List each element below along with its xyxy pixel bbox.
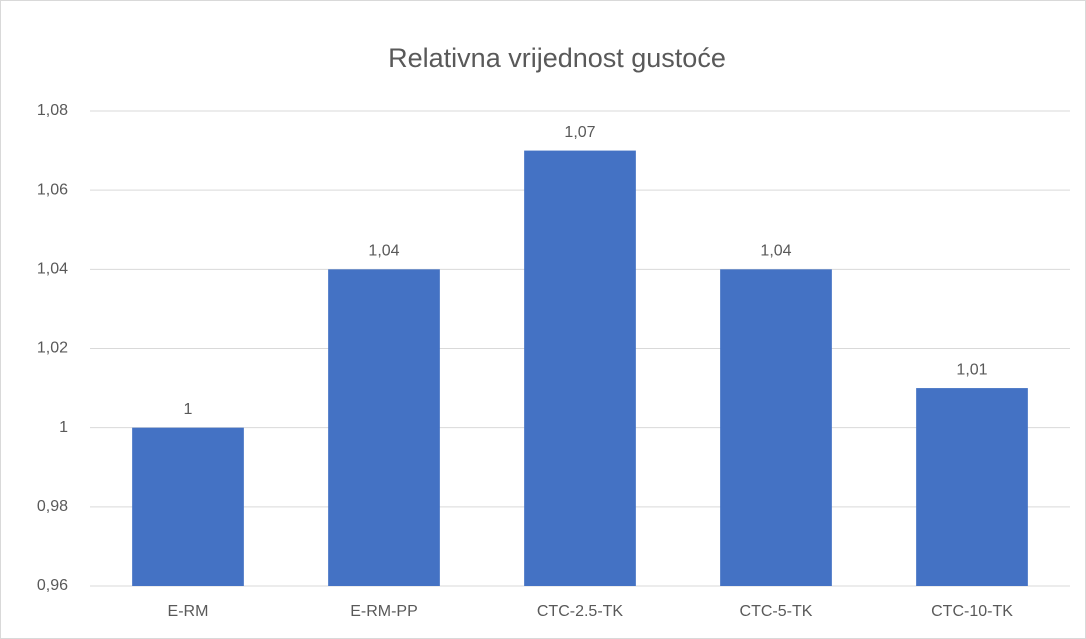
y-tick-label: 0,96: [37, 577, 68, 594]
x-tick-label: CTC-5-TK: [740, 603, 813, 620]
data-label: 1,07: [564, 124, 595, 141]
x-tick-label: E-RM: [168, 603, 209, 620]
x-tick-label: CTC-2.5-TK: [537, 603, 624, 620]
y-tick-label: 1,06: [37, 181, 68, 198]
y-tick-label: 0,98: [37, 498, 68, 515]
y-tick-label: 1: [59, 419, 68, 436]
y-tick-label: 1,08: [37, 102, 68, 119]
data-label: 1,01: [956, 361, 987, 378]
data-label: 1,04: [760, 243, 791, 260]
y-tick-label: 1,04: [37, 261, 68, 278]
chart-title: Relativna vrijednost gustoće: [388, 43, 726, 73]
y-tick-label: 1,02: [37, 340, 68, 357]
bar: [524, 150, 636, 587]
data-label: 1,04: [368, 243, 399, 260]
bar: [720, 269, 832, 586]
x-tick-label: CTC-10-TK: [931, 603, 1013, 620]
data-label: 1: [184, 401, 193, 418]
bar: [132, 427, 244, 586]
x-tick-label: E-RM-PP: [350, 603, 418, 620]
bar: [916, 388, 1028, 586]
bar: [328, 269, 440, 586]
